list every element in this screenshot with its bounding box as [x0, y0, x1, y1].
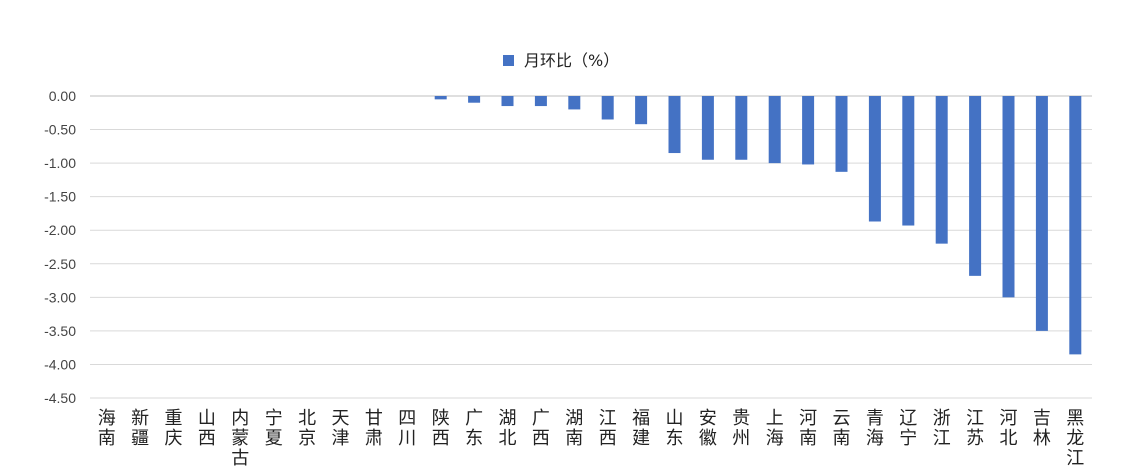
x-category-label: 福 [632, 408, 650, 429]
y-tick-label: -3.50 [44, 323, 76, 339]
x-category-label: 陕 [432, 408, 450, 429]
x-category-label: 上 [766, 408, 784, 429]
bar [701, 96, 714, 160]
x-category-label: 广 [465, 408, 483, 429]
x-category-label: 海 [866, 428, 884, 449]
bar [935, 96, 948, 244]
y-tick-label: -3.00 [44, 289, 76, 305]
legend-swatch [503, 55, 514, 66]
x-category-label: 安 [699, 408, 717, 429]
x-category-label: 州 [732, 428, 750, 449]
bar [868, 96, 881, 222]
y-tick-label: -4.00 [44, 356, 76, 372]
x-category-label: 东 [666, 428, 684, 449]
x-category-label: 北 [298, 408, 316, 429]
bar [1069, 96, 1082, 355]
bar [534, 96, 547, 107]
x-category-label: 北 [1000, 428, 1018, 449]
x-category-label: 河 [799, 408, 817, 429]
bar [1035, 96, 1048, 331]
x-category-label: 西 [599, 428, 617, 449]
x-category-label: 四 [398, 408, 416, 429]
x-category-label: 甘 [365, 408, 383, 429]
y-tick-label: -4.50 [44, 390, 76, 406]
x-category-label: 古 [231, 448, 249, 469]
x-category-label: 京 [298, 428, 316, 449]
x-category-label: 南 [799, 428, 817, 449]
y-tick-label: -1.00 [44, 155, 76, 171]
x-category-label: 青 [866, 408, 884, 429]
x-category-label: 海 [766, 428, 784, 449]
x-category-label: 黑 [1066, 408, 1084, 429]
x-category-label: 龙 [1066, 428, 1084, 449]
x-category-label: 湖 [565, 408, 583, 429]
x-category-label: 疆 [131, 428, 149, 449]
x-category-label: 南 [833, 428, 851, 449]
x-category-label: 东 [465, 428, 483, 449]
x-category-label: 辽 [899, 408, 917, 429]
y-tick-label: -1.50 [44, 189, 76, 205]
x-category-label: 徽 [699, 428, 717, 449]
bar [601, 96, 614, 120]
x-category-label: 江 [933, 428, 951, 449]
x-category-label: 川 [398, 428, 416, 449]
x-category-label: 贵 [732, 408, 750, 429]
x-category-label: 西 [198, 428, 216, 449]
x-category-label: 湖 [499, 408, 517, 429]
x-category-label: 苏 [966, 428, 984, 449]
x-category-label: 南 [98, 428, 116, 449]
y-tick-label: 0.00 [49, 88, 76, 104]
x-category-label: 海 [98, 408, 116, 429]
bar [802, 96, 815, 165]
y-tick-label: -0.50 [44, 122, 76, 138]
bar [768, 96, 781, 164]
x-category-label: 内 [231, 408, 249, 429]
bar [635, 96, 648, 125]
x-category-label: 江 [966, 408, 984, 429]
bar [568, 96, 581, 110]
x-category-label: 浙 [933, 408, 951, 429]
x-category-label: 夏 [265, 428, 283, 449]
bar [902, 96, 915, 226]
x-category-label: 蒙 [231, 428, 249, 449]
legend-label: 月环比（%） [524, 51, 619, 70]
x-category-label: 江 [599, 408, 617, 429]
x-category-label: 林 [1033, 428, 1051, 449]
x-category-label: 宁 [265, 408, 283, 429]
x-category-label: 新 [131, 408, 149, 429]
x-category-label: 河 [1000, 408, 1018, 429]
bar [835, 96, 848, 172]
x-category-label: 西 [532, 428, 550, 449]
bar [1002, 96, 1015, 298]
y-tick-label: -2.50 [44, 256, 76, 272]
x-category-label: 吉 [1033, 408, 1051, 429]
bar [434, 96, 447, 100]
x-category-label: 重 [165, 408, 183, 429]
x-category-label: 南 [565, 428, 583, 449]
x-category-label: 津 [332, 428, 350, 449]
x-category-label: 肃 [365, 428, 383, 449]
x-category-label: 建 [632, 428, 650, 449]
x-category-label: 江 [1066, 448, 1084, 469]
bar [501, 96, 514, 107]
x-category-label: 北 [499, 428, 517, 449]
x-category-label: 广 [532, 408, 550, 429]
x-category-label: 西 [432, 428, 450, 449]
bar [735, 96, 748, 160]
x-category-label: 山 [198, 408, 216, 429]
y-tick-label: -2.00 [44, 222, 76, 238]
x-category-label: 庆 [165, 428, 183, 449]
bar [668, 96, 681, 154]
bar [969, 96, 982, 276]
x-category-label: 天 [332, 408, 350, 429]
x-category-label: 宁 [899, 428, 917, 449]
x-category-label: 云 [833, 408, 851, 429]
bar [468, 96, 481, 103]
x-category-label: 山 [666, 408, 684, 429]
